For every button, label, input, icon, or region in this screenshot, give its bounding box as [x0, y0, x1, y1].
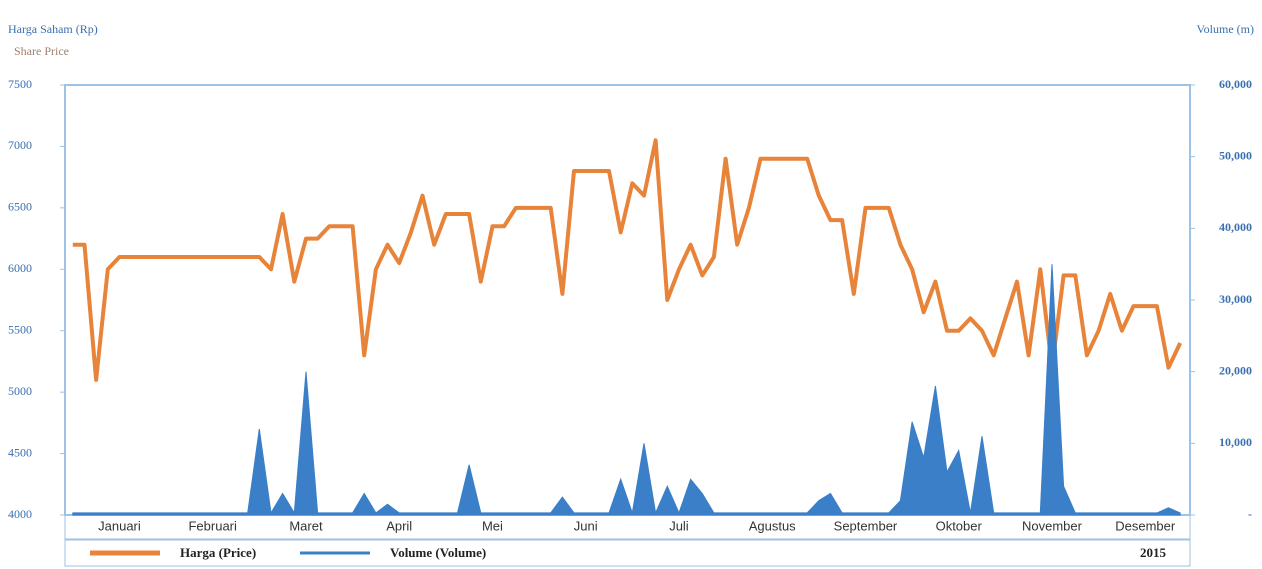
y-tick-label: 4000 — [8, 507, 32, 521]
y2-tick-label: 30,000 — [1219, 292, 1252, 306]
y2-tick-label: 50,000 — [1219, 148, 1252, 162]
legend-label: Volume (Volume) — [390, 545, 486, 560]
volume-area — [72, 264, 1181, 516]
y2-tick-label: - — [1248, 507, 1252, 521]
x-tick-label: April — [386, 518, 412, 533]
year-label: 2015 — [1140, 545, 1167, 560]
legend-frame — [64, 539, 1191, 567]
x-tick-label: Maret — [289, 518, 323, 533]
x-tick-label: Juli — [669, 518, 689, 533]
y-tick-label: 4500 — [8, 445, 32, 459]
x-tick-label: Mei — [482, 518, 503, 533]
x-tick-label: Juni — [574, 518, 598, 533]
x-tick-label: Agustus — [749, 518, 796, 533]
y-tick-label: 5500 — [8, 322, 32, 336]
y2-tick-label: 20,000 — [1219, 363, 1252, 377]
legend-label: Harga (Price) — [180, 545, 256, 560]
y-tick-label: 7500 — [8, 77, 32, 91]
y2-axis-label: Volume (m) — [1197, 22, 1254, 36]
x-tick-label: Februari — [188, 518, 237, 533]
chart-title: Harga Saham (Rp) — [8, 22, 98, 36]
x-tick-label: September — [834, 518, 898, 533]
y-tick-label: 6000 — [8, 261, 32, 275]
y2-tick-label: 10,000 — [1219, 435, 1252, 449]
y-tick-label: 6500 — [8, 200, 32, 214]
y2-tick-label: 40,000 — [1219, 220, 1252, 234]
chart-subtitle: Share Price — [14, 44, 69, 58]
y2-tick-label: 60,000 — [1219, 77, 1252, 91]
x-tick-label: Desember — [1115, 518, 1176, 533]
x-tick-label: November — [1022, 518, 1083, 533]
y-tick-label: 7000 — [8, 138, 32, 152]
price-line — [72, 138, 1183, 382]
y-tick-label: 5000 — [8, 384, 32, 398]
x-tick-label: Oktober — [936, 518, 983, 533]
x-tick-label: Januari — [98, 518, 141, 533]
